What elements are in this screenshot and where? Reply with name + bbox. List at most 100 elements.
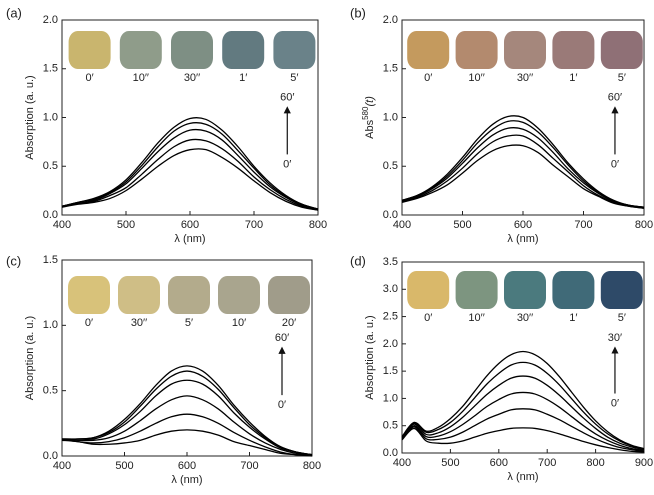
spectrum-line [401,350,645,450]
x-tick-label: 600 [514,219,532,231]
swatch [455,271,498,309]
swatch-label: 0′ [424,72,432,84]
swatch-label: 30′′ [131,317,147,329]
y-axis-label-main: Absorption (a. u.) [364,315,376,399]
swatch-label: 1′ [569,312,577,324]
y-tick-label: 0.0 [383,209,398,221]
spectrum-line [401,115,645,208]
swatch-label: 5′ [290,72,298,84]
spectrum-line [401,134,645,209]
y-tick-label: 3.5 [383,256,398,268]
y-axis-label-main: Absorption (a. u.) [24,75,36,159]
y-tick-label: 2.0 [43,14,58,26]
x-tick-label: 800 [303,460,321,472]
y-axis-label: Absorption (a. u.) [364,315,376,399]
x-axis-label: λ (nm) [507,471,538,483]
y-tick-label: 0.0 [383,447,398,459]
swatch [504,271,546,309]
swatch [222,31,265,69]
swatch [552,271,595,309]
panel-label: (b) [350,5,366,20]
swatch-label: 10′′ [468,312,484,324]
swatch-label: 30′′ [184,72,200,84]
x-tick-label: 900 [635,457,653,469]
x-tick-label: 500 [117,219,135,231]
spectrum-line [62,379,313,456]
x-tick-label: 500 [453,219,471,231]
spectrum-line [61,370,313,456]
x-tick-label: 600 [181,219,199,231]
spectrum-line [401,144,645,209]
swatch-label: 1′ [569,72,577,84]
y-axis-label: Absorption (a. u.) [24,75,36,159]
swatch [268,276,310,314]
x-tick-label: 800 [586,457,604,469]
x-tick-label: 500 [441,457,459,469]
spectrum-line [401,408,645,453]
y-tick-label: 0.5 [43,385,58,397]
y-tick-label: 0.5 [383,160,398,172]
y-axis-label: Abs580(t) [361,96,376,139]
swatch [119,31,162,69]
spectrum-line [61,128,319,210]
x-tick-label: 400 [53,460,71,472]
arrow-top-label: 60′ [280,92,294,104]
x-tick-label: 500 [115,460,133,472]
x-tick-label: 600 [178,460,196,472]
x-tick-label: 800 [309,219,327,231]
swatch [504,31,546,69]
x-tick-label: 400 [393,457,411,469]
spectrum-line [401,375,645,451]
y-tick-label: 1.5 [43,254,58,266]
x-tick-label: 700 [240,460,258,472]
y-tick-label: 2.0 [383,338,398,350]
swatch-label: 5′ [185,317,193,329]
plot-frame [401,261,645,454]
arrow-bottom-label: 0′ [611,158,619,170]
swatch-label: 10′ [232,317,246,329]
x-axis-label: λ (nm) [507,233,538,245]
y-axis-label-main: Absorption (a. u.) [24,316,36,400]
x-tick-label: 400 [393,219,411,231]
x-tick-label: 800 [635,219,653,231]
swatch-label: 5′ [618,312,626,324]
swatch-label: 30′′ [517,72,533,84]
y-tick-label: 1.5 [383,365,398,377]
swatch [600,31,643,69]
swatch-label: 0′ [424,312,432,324]
x-tick-label: 700 [245,219,263,231]
swatch [171,31,213,69]
y-tick-label: 2.0 [383,14,398,26]
y-tick-label: 0.5 [383,420,398,432]
y-axis-label-main: Abs [364,119,376,138]
x-tick-label: 700 [538,457,556,469]
spectrum-line [61,395,313,456]
swatch-label: 0′ [85,317,93,329]
y-tick-label: 2.5 [383,310,398,322]
spectrum-line [61,122,319,210]
swatch-label: 5′ [618,72,626,84]
panel-label: (c) [6,253,21,268]
spectrum-line [61,429,313,457]
y-tick-label: 0.0 [43,450,58,462]
spectrum-line [401,127,645,208]
swatch-label: 30′′ [517,312,533,324]
spectrum-line [61,138,319,211]
y-tick-label: 1.5 [43,63,58,75]
swatch [68,276,110,314]
swatch [68,31,111,69]
y-axis-label-tail: (t) [364,96,376,107]
y-axis-label: Absorption (a. u.) [24,316,36,400]
x-axis-label: λ (nm) [174,233,205,245]
x-tick-label: 600 [490,457,508,469]
swatch-label: 10′′ [468,72,484,84]
y-tick-label: 1.0 [383,111,398,123]
swatch [407,271,450,309]
arrow-bottom-label: 0′ [278,399,286,411]
x-tick-label: 400 [53,219,71,231]
arrow-top-label: 60′ [608,92,622,104]
y-tick-label: 1.0 [43,111,58,123]
y-tick-label: 1.0 [43,319,58,331]
spectrum-line [61,413,313,456]
swatch-label: 10′′ [133,72,149,84]
